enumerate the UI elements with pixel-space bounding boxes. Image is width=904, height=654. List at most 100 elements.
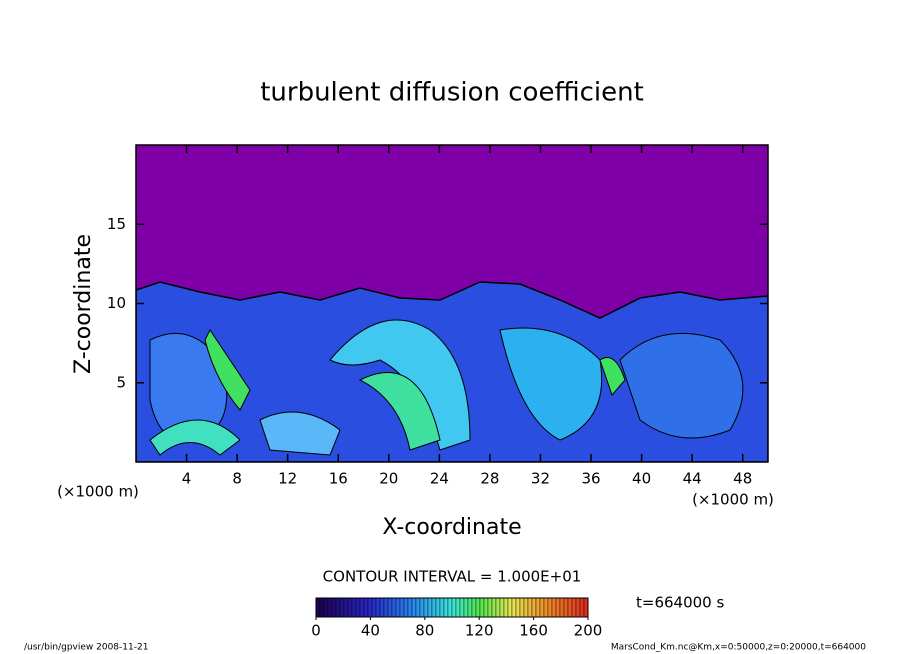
x-tick-label: 28 bbox=[480, 470, 499, 488]
colorbar-cell bbox=[447, 597, 453, 618]
colorbar-cell bbox=[507, 597, 513, 618]
colorbar-cell bbox=[503, 597, 509, 618]
colorbar-cell bbox=[491, 597, 497, 618]
x-unit-label: (×1000 m) bbox=[692, 491, 774, 509]
colorbar-cell bbox=[315, 597, 321, 618]
colorbar-cell bbox=[555, 597, 561, 618]
y-tick-label: 15 bbox=[107, 215, 126, 233]
footer-left: /usr/bin/gpview 2008-11-21 bbox=[24, 643, 148, 653]
chart-title: turbulent diffusion coefficient bbox=[260, 78, 644, 108]
x-axis-label: X-coordinate bbox=[382, 515, 521, 540]
colorbar-cell bbox=[499, 597, 505, 618]
colorbar-cell bbox=[383, 597, 389, 618]
colorbar-cell bbox=[575, 597, 581, 618]
colorbar-cell bbox=[375, 597, 381, 618]
colorbar-cell bbox=[347, 597, 353, 618]
colorbar-cell bbox=[455, 597, 461, 618]
colorbar-tick-label: 200 bbox=[574, 622, 603, 640]
colorbar-cell bbox=[471, 597, 477, 618]
colorbar-frame bbox=[315, 597, 589, 618]
x-tick-label: 4 bbox=[182, 470, 192, 488]
x-tick-label: 48 bbox=[733, 470, 752, 488]
colorbar-cell bbox=[371, 597, 377, 618]
colorbar-cell bbox=[395, 597, 401, 618]
contour-note: CONTOUR INTERVAL = 1.000E+01 bbox=[323, 568, 582, 586]
colorbar-cell bbox=[511, 597, 517, 618]
colorbar-cell bbox=[423, 597, 429, 618]
colorbar-cell bbox=[547, 597, 553, 618]
colorbar-cell bbox=[475, 597, 481, 618]
colorbar-cell bbox=[523, 597, 529, 618]
colorbar-cell bbox=[411, 597, 417, 618]
colorbar-cell bbox=[527, 597, 533, 618]
x-tick-label: 44 bbox=[683, 470, 702, 488]
colorbar-cell bbox=[351, 597, 357, 618]
colorbar-cell bbox=[439, 597, 445, 618]
colorbar-cell bbox=[579, 597, 585, 618]
x-tick-label: 40 bbox=[632, 470, 651, 488]
colorbar-cell bbox=[519, 597, 525, 618]
colorbar-cell bbox=[459, 597, 465, 618]
colorbar-cell bbox=[387, 597, 393, 618]
colorbar-cell bbox=[495, 597, 501, 618]
colorbar-cell bbox=[331, 597, 337, 618]
y-axis-label: Z-coordinate bbox=[71, 234, 96, 374]
colorbar-cell bbox=[399, 597, 405, 618]
y-tick-label: 5 bbox=[116, 373, 126, 391]
colorbar-tick-label: 160 bbox=[519, 622, 548, 640]
colorbar-cell bbox=[515, 597, 521, 618]
footer-right: MarsCond_Km.nc@Km,x=0:50000,z=0:20000,t=… bbox=[611, 643, 866, 653]
colorbar-cell bbox=[563, 597, 569, 618]
field-patch bbox=[259, 411, 341, 456]
colorbar-cell bbox=[359, 597, 365, 618]
colorbar-cell bbox=[319, 597, 325, 618]
colorbar-cell bbox=[483, 597, 489, 618]
colorbar-cell bbox=[487, 597, 493, 618]
colorbar-cell bbox=[343, 597, 349, 618]
colorbar-cell bbox=[379, 597, 385, 618]
colorbar-cell bbox=[339, 597, 345, 618]
colorbar-cell bbox=[367, 597, 373, 618]
colorbar-cell bbox=[415, 597, 421, 618]
colorbar-cell bbox=[583, 597, 589, 618]
colorbar-cell bbox=[335, 597, 341, 618]
colorbar-cell bbox=[355, 597, 361, 618]
colorbar-cell bbox=[435, 597, 441, 618]
colorbar-cell bbox=[363, 597, 369, 618]
field-patch bbox=[358, 372, 441, 451]
colorbar-cell bbox=[427, 597, 433, 618]
colorbar-cell bbox=[531, 597, 537, 618]
colorbar-cell bbox=[391, 597, 397, 618]
colorbar-cell bbox=[479, 597, 485, 618]
colorbar-cell bbox=[443, 597, 449, 618]
colorbar-cell bbox=[327, 597, 333, 618]
colorbar-cell bbox=[463, 597, 469, 618]
colorbar-cell bbox=[535, 597, 541, 618]
colorbar-cell bbox=[431, 597, 437, 618]
x-tick-label: 16 bbox=[329, 470, 348, 488]
field-patch bbox=[619, 332, 744, 439]
colorbar-cell bbox=[403, 597, 409, 618]
x-tick-label: 12 bbox=[278, 470, 297, 488]
colorbar: 0 40 80 120 160 200 bbox=[311, 597, 603, 640]
colorbar-cell bbox=[451, 597, 457, 618]
x-tick-label: 24 bbox=[430, 470, 449, 488]
y-unit-label: (×1000 m) bbox=[57, 483, 139, 501]
x-tick-label: 20 bbox=[379, 470, 398, 488]
colorbar-cell bbox=[539, 597, 545, 618]
colorbar-tick-label: 40 bbox=[361, 622, 380, 640]
time-note: t=664000 s bbox=[636, 594, 724, 612]
colorbar-tick-label: 0 bbox=[311, 622, 321, 640]
colorbar-cell bbox=[543, 597, 549, 618]
field-patch bbox=[204, 329, 251, 411]
field-patch bbox=[149, 419, 241, 456]
colorbar-tick-label: 120 bbox=[465, 622, 494, 640]
field-patch bbox=[499, 327, 603, 441]
x-tick-label: 32 bbox=[531, 470, 550, 488]
colorbar-cell bbox=[323, 597, 329, 618]
colorbar-tick-label: 80 bbox=[415, 622, 434, 640]
y-tick-label: 10 bbox=[107, 294, 126, 312]
colorbar-cell bbox=[419, 597, 425, 618]
